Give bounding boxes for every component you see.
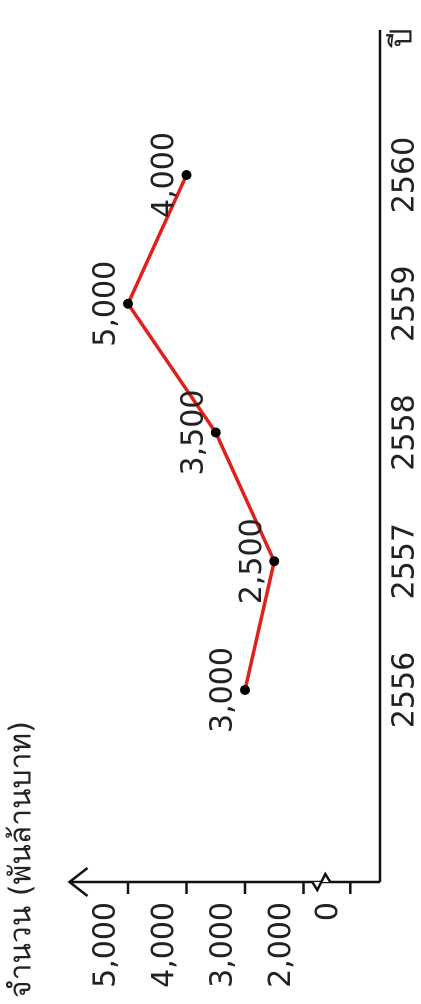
- data-label: 3,000: [205, 647, 240, 733]
- y-axis-arrow: [67, 867, 89, 897]
- y-tick-label: 0: [310, 902, 345, 921]
- data-label: 2,500: [234, 518, 269, 604]
- y-tick-label: 3,000: [205, 902, 240, 988]
- point: [240, 685, 250, 695]
- x-tick-label: 2559: [387, 266, 421, 342]
- point: [210, 427, 221, 438]
- x-tick-label: 2560: [387, 137, 421, 213]
- y-tick-label: 5,000: [88, 902, 123, 988]
- x-axis-label: ปี: [385, 28, 420, 48]
- data-label: 4,000: [146, 132, 181, 218]
- data-label: 5,000: [88, 261, 123, 347]
- point: [269, 556, 280, 567]
- x-tick-label: 2558: [387, 394, 421, 470]
- x-tick-label: 2557: [387, 523, 421, 599]
- data-label: 3,500: [175, 390, 210, 476]
- point: [181, 170, 192, 180]
- y-tick-label: 2,000: [263, 902, 298, 988]
- x-tick-label: 2556: [387, 652, 421, 728]
- point: [123, 298, 133, 309]
- y-axis-label: จำนวน (พันล้านบาท): [4, 721, 39, 998]
- rotated-plot: จำนวน (พันล้านบาท) ปี 0 2,000 3,000 4,000 5,…: [4, 28, 421, 998]
- axis-break: [311, 871, 332, 893]
- y-tick-label: 4,000: [146, 902, 181, 988]
